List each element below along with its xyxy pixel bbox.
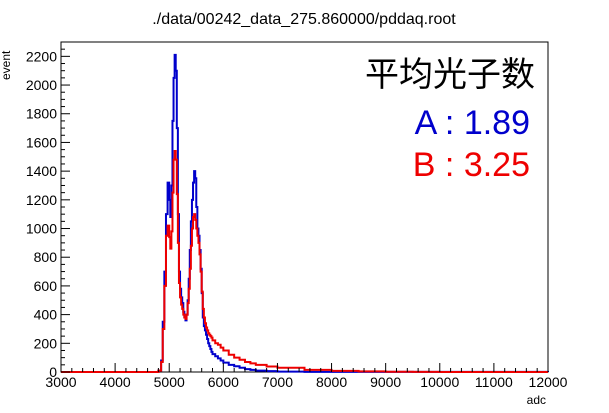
y-tick-label: 800 xyxy=(34,249,58,265)
chart-title: ./data/00242_data_275.860000/pddaq.root xyxy=(152,11,456,28)
y-tick-label: 2000 xyxy=(26,77,57,93)
x-tick-label: 3000 xyxy=(45,374,76,390)
x-tick-label: 5000 xyxy=(154,374,185,390)
y-tick-label: 600 xyxy=(34,278,58,294)
y-tick-label: 200 xyxy=(34,335,58,351)
x-tick-label: 10000 xyxy=(420,374,459,390)
y-tick-label: 1000 xyxy=(26,221,57,237)
x-tick-label: 9000 xyxy=(370,374,401,390)
annotation-line-b: B : 3.25 xyxy=(413,146,530,184)
x-tick-label: 6000 xyxy=(208,374,239,390)
x-tick-label: 12000 xyxy=(529,374,568,390)
series-a-line xyxy=(61,53,549,373)
series-layer xyxy=(61,53,549,373)
x-tick-label: 8000 xyxy=(316,374,347,390)
x-tick-label: 11000 xyxy=(475,374,513,390)
y-tick-label: 1800 xyxy=(26,106,57,122)
y-tick-label: 400 xyxy=(34,307,58,323)
x-tick-label: 4000 xyxy=(100,374,131,390)
annotation-line-a: A : 1.89 xyxy=(415,104,530,142)
annotation-heading: 平均光子数 xyxy=(365,56,535,94)
axis-ticks: 3000 4000 5000 6000 7000 8000 9000 10000 11000 12… xyxy=(26,41,568,390)
y-tick-label: 2200 xyxy=(26,48,57,64)
y-tick-label: 1200 xyxy=(26,192,57,208)
series-b-line xyxy=(61,150,548,373)
y-tick-label: 1400 xyxy=(26,163,57,179)
y-tick-label: 0 xyxy=(49,364,57,380)
x-axis-label: adc xyxy=(527,393,546,407)
y-tick-label: 1600 xyxy=(26,134,57,150)
y-axis-label: event xyxy=(0,50,13,80)
x-tick-label: 7000 xyxy=(262,374,293,390)
